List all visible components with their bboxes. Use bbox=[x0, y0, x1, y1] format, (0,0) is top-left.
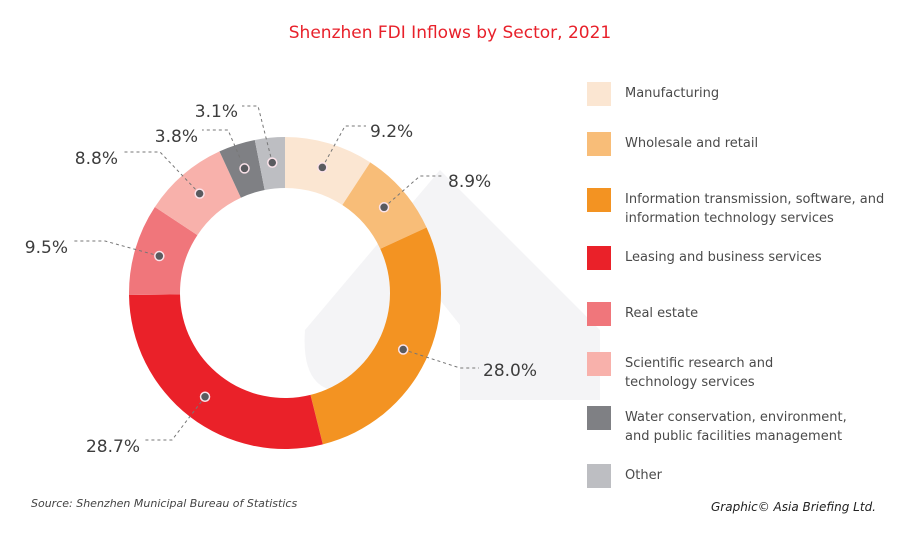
legend-item: Leasing and business services bbox=[587, 246, 887, 270]
leader-line bbox=[72, 240, 160, 257]
legend-label: Scientific research and technology servic… bbox=[625, 354, 773, 392]
legend-label: Water conservation, environment, and publ… bbox=[625, 408, 847, 446]
legend-label-line: Water conservation, environment, bbox=[625, 410, 847, 425]
legend-swatch bbox=[587, 188, 611, 212]
legend-item: Real estate bbox=[587, 302, 887, 326]
legend-label: Manufacturing bbox=[625, 84, 719, 103]
legend-swatch bbox=[587, 246, 611, 270]
slice-marker bbox=[199, 391, 211, 403]
data-label: 9.2% bbox=[370, 122, 413, 142]
legend-swatch bbox=[587, 302, 611, 326]
slice-4 bbox=[129, 206, 198, 295]
data-label: 8.8% bbox=[75, 149, 118, 169]
leader-line bbox=[122, 151, 200, 194]
legend-item: Other bbox=[587, 464, 887, 488]
legend-label: Other bbox=[625, 466, 662, 485]
legend-label-line: technology services bbox=[625, 375, 755, 390]
data-label: 9.5% bbox=[25, 238, 68, 258]
legend-item: Wholesale and retail bbox=[587, 132, 887, 156]
source-note: Source: Shenzhen Municipal Bureau of Sta… bbox=[31, 497, 298, 510]
legend-label-line: Leasing and business services bbox=[625, 250, 822, 265]
leader-line bbox=[144, 396, 206, 441]
legend-label: Information transmission, software, and i… bbox=[625, 190, 884, 228]
leader-line bbox=[321, 125, 366, 168]
credit: Graphic© Asia Briefing Ltd. bbox=[710, 500, 876, 514]
leader-line bbox=[202, 129, 245, 169]
legend-label: Wholesale and retail bbox=[625, 134, 758, 153]
legend-label-line: Information transmission, software, and bbox=[625, 192, 885, 207]
slice-marker bbox=[154, 250, 165, 262]
data-label: 28.7% bbox=[86, 437, 140, 457]
legend-swatch bbox=[587, 464, 611, 488]
slice-0 bbox=[285, 137, 371, 206]
data-label: 8.9% bbox=[448, 172, 491, 192]
legend-label-line: and public facilities management bbox=[625, 429, 843, 444]
legend-item: Manufacturing bbox=[587, 82, 887, 106]
legend-label: Real estate bbox=[625, 304, 698, 323]
legend-label-line: Scientific research and bbox=[625, 356, 774, 371]
legend-label: Leasing and business services bbox=[625, 248, 822, 267]
chart-title: Shenzhen FDI Inflows by Sector, 2021 bbox=[288, 23, 612, 43]
slice-2 bbox=[310, 227, 441, 445]
legend-swatch bbox=[587, 82, 611, 106]
legend-label-line: Other bbox=[625, 468, 662, 483]
slice-marker bbox=[397, 344, 409, 355]
slice-marker bbox=[267, 157, 278, 168]
legend-label-line: Wholesale and retail bbox=[625, 136, 759, 151]
legend-item: Water conservation, environment, and publ… bbox=[587, 406, 887, 446]
legend-swatch bbox=[587, 132, 611, 156]
slice-marker bbox=[317, 162, 328, 173]
leader-line bbox=[242, 105, 273, 163]
legend-swatch bbox=[587, 406, 611, 430]
slice-marker bbox=[194, 188, 205, 199]
slice-marker bbox=[239, 163, 250, 174]
legend-item: Scientific research and technology servic… bbox=[587, 352, 887, 392]
legend-label-line: Real estate bbox=[625, 306, 699, 321]
legend-label-line: Manufacturing bbox=[625, 86, 720, 101]
slice-marker bbox=[378, 202, 390, 213]
leader-line bbox=[403, 349, 479, 369]
legend-swatch bbox=[587, 352, 611, 376]
data-label: 3.1% bbox=[195, 102, 238, 122]
slice-3 bbox=[129, 294, 323, 449]
legend-label-line: information technology services bbox=[625, 211, 834, 226]
data-label: 28.0% bbox=[483, 361, 537, 381]
legend-item: Information transmission, software, and i… bbox=[587, 188, 887, 228]
data-label: 3.8% bbox=[155, 127, 198, 147]
